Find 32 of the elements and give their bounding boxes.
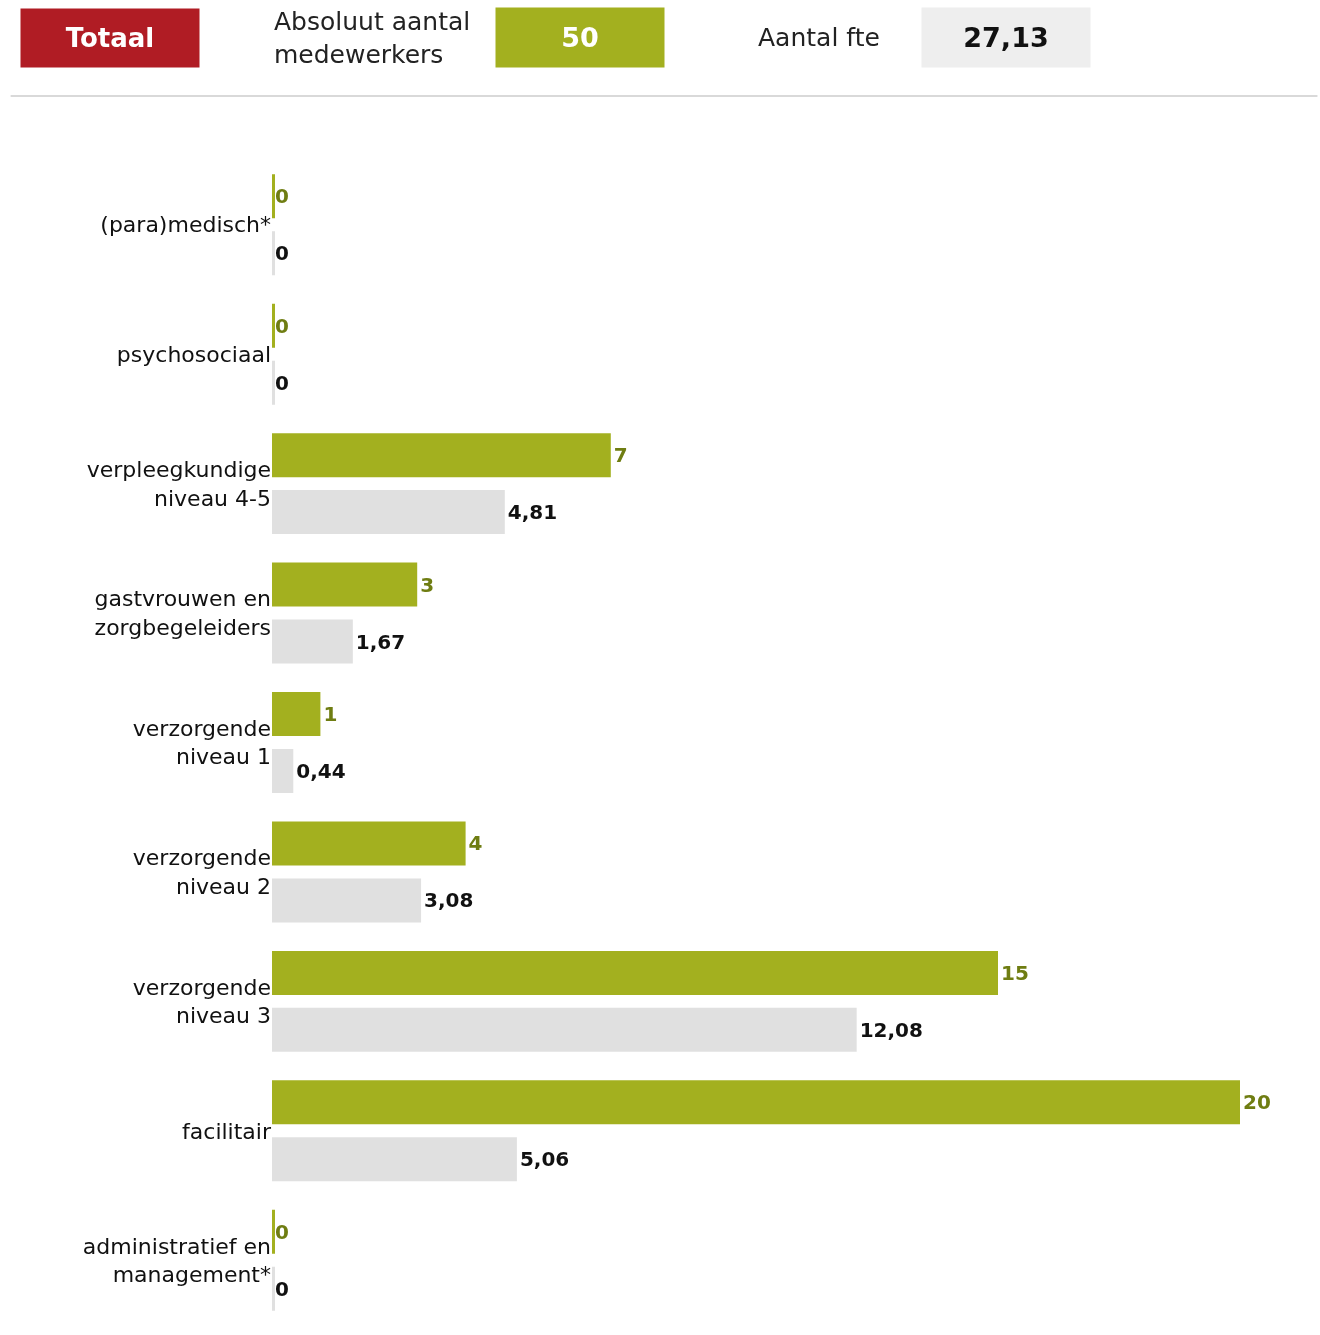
text: 50 <box>561 22 599 53</box>
data-label: 20 <box>1243 1090 1271 1115</box>
text: 27,13 <box>963 22 1049 53</box>
data-label: 3 <box>420 572 435 597</box>
data-label: 1,67 <box>355 629 406 654</box>
y-tick-label: verzorgende niveau 1 <box>132 715 271 770</box>
data-label: 0 <box>275 184 289 209</box>
data-label: 12,08 <box>859 1017 923 1042</box>
text: Absoluut aantal medewerkers <box>274 7 471 69</box>
data-label: 4 <box>468 831 483 856</box>
y-tick-label: verzorgende niveau 3 <box>132 974 271 1029</box>
data-label: 0 <box>275 313 289 338</box>
data-label: 0 <box>275 241 289 266</box>
data-label: 15 <box>1001 960 1029 985</box>
data-label: 4,81 <box>507 500 558 525</box>
y-tick-label: administratief en management* <box>82 1233 271 1288</box>
y-tick-label: (para)medisch* <box>100 212 271 238</box>
data-label: 0 <box>275 370 289 395</box>
data-label: 0 <box>275 1219 289 1244</box>
y-tick-label: verpleegkundige niveau 4-5 <box>86 457 271 511</box>
y-tick-label: verzorgende niveau 2 <box>132 845 271 899</box>
text: Totaal <box>65 23 155 53</box>
text: Aantal fte <box>758 23 880 52</box>
y-tick-label: facilitair <box>182 1118 272 1144</box>
data-label: 3,08 <box>424 888 474 913</box>
y-tick-label: gastvrouwen en zorgbegeleiders <box>94 586 271 641</box>
data-label: 5,06 <box>519 1147 570 1172</box>
data-label: 0 <box>275 1276 289 1301</box>
data-label: 1 <box>323 702 338 727</box>
data-label: 0,44 <box>296 758 346 783</box>
data-label: 7 <box>613 443 628 468</box>
y-tick-label: psychosociaal <box>116 341 271 367</box>
